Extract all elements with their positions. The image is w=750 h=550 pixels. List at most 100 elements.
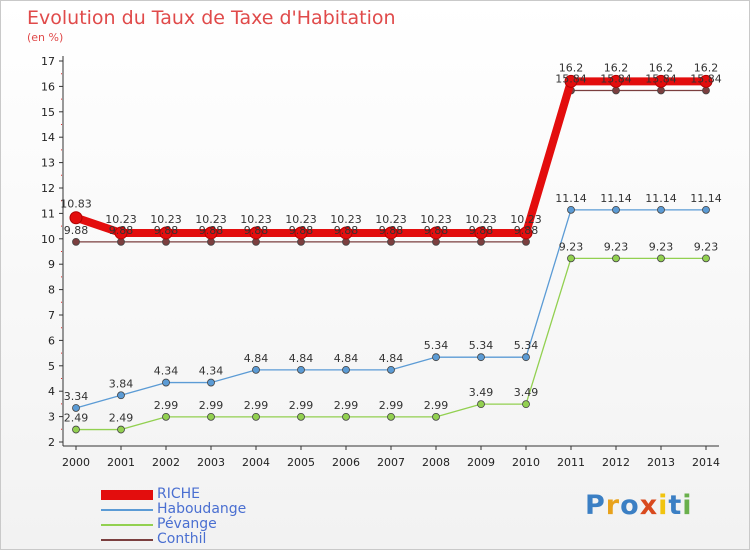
x-tick-label: 2007 xyxy=(377,456,405,469)
data-label: 4.84 xyxy=(334,352,359,365)
x-tick-label: 2006 xyxy=(332,456,360,469)
data-point xyxy=(567,205,575,214)
x-tick-label: 2011 xyxy=(557,456,585,469)
data-point xyxy=(612,254,620,263)
legend-label: Pévange xyxy=(157,516,217,532)
legend-label: Conthil xyxy=(157,531,207,547)
data-point xyxy=(297,412,305,421)
data-point xyxy=(702,205,710,214)
data-point xyxy=(387,365,395,374)
data-point xyxy=(117,391,125,400)
logo-letter: P xyxy=(585,490,606,521)
data-label: 9.88 xyxy=(379,224,404,237)
logo-letter: i xyxy=(682,490,693,521)
chart-subtitle: (en %) xyxy=(27,31,64,44)
data-label: 4.34 xyxy=(154,365,179,378)
data-point xyxy=(339,226,353,240)
x-tick-label: 2005 xyxy=(287,456,315,469)
data-label: 11.14 xyxy=(600,192,632,205)
data-point xyxy=(207,378,215,387)
data-label: 9.88 xyxy=(514,224,539,237)
y-tick-label: 4 xyxy=(48,385,55,398)
x-tick-label: 2004 xyxy=(242,456,270,469)
logo-letter: x xyxy=(639,490,659,521)
logo-letter: r xyxy=(605,490,621,521)
data-point xyxy=(342,365,350,374)
data-label: 9.88 xyxy=(199,224,224,237)
legend-swatch xyxy=(101,539,153,541)
legend-swatch xyxy=(101,509,153,511)
data-point xyxy=(612,86,620,95)
data-label: 9.88 xyxy=(154,224,179,237)
data-label: 2.99 xyxy=(199,399,224,412)
x-tick-label: 2010 xyxy=(512,456,540,469)
data-label: 10.23 xyxy=(510,213,542,226)
y-tick-label: 14 xyxy=(41,131,55,144)
data-point xyxy=(477,353,485,362)
data-label: 15.84 xyxy=(690,72,722,85)
data-label: 10.23 xyxy=(375,213,407,226)
x-tick-label: 2001 xyxy=(107,456,135,469)
data-label: 9.23 xyxy=(649,240,674,253)
y-tick-label: 12 xyxy=(41,182,55,195)
data-point xyxy=(204,226,218,240)
data-label: 16.2 xyxy=(604,61,629,74)
data-point xyxy=(519,226,533,240)
data-label: 9.23 xyxy=(694,240,719,253)
y-tick-label: 17 xyxy=(41,55,55,68)
y-tick-label: 6 xyxy=(48,334,55,347)
data-point xyxy=(72,425,80,434)
data-label: 9.23 xyxy=(559,240,584,253)
data-label: 2.99 xyxy=(154,399,179,412)
data-point xyxy=(432,353,440,362)
y-tick-label: 13 xyxy=(41,157,55,170)
data-point xyxy=(207,412,215,421)
data-label: 9.88 xyxy=(334,224,359,237)
proxiti-logo: Proxiti xyxy=(585,490,693,521)
x-tick-label: 2000 xyxy=(62,456,90,469)
y-tick-label: 2 xyxy=(48,436,55,449)
x-tick-label: 2014 xyxy=(692,456,720,469)
data-point xyxy=(657,205,665,214)
data-point xyxy=(612,205,620,214)
data-point xyxy=(654,74,668,88)
legend-label: RICHE xyxy=(157,486,201,502)
data-label: 5.34 xyxy=(469,339,494,352)
y-tick-label: 9 xyxy=(48,258,55,271)
data-point xyxy=(252,412,260,421)
data-label: 3.34 xyxy=(64,390,89,403)
x-tick-label: 2003 xyxy=(197,456,225,469)
data-label: 9.88 xyxy=(424,224,449,237)
data-point xyxy=(522,400,530,409)
data-point xyxy=(522,353,530,362)
data-label: 2.99 xyxy=(289,399,314,412)
x-tick-label: 2008 xyxy=(422,456,450,469)
data-label: 11.14 xyxy=(645,192,677,205)
data-label: 16.2 xyxy=(649,61,674,74)
data-label: 10.23 xyxy=(330,213,362,226)
data-label: 15.84 xyxy=(645,72,677,85)
data-point xyxy=(702,254,710,263)
data-label: 10.83 xyxy=(60,198,92,211)
x-tick-label: 2013 xyxy=(647,456,675,469)
data-point xyxy=(162,378,170,387)
data-point xyxy=(567,254,575,263)
data-label: 2.99 xyxy=(244,399,269,412)
legend-label: Haboudange xyxy=(157,501,247,517)
y-tick-label: 10 xyxy=(41,233,55,246)
logo-letter: t xyxy=(668,490,683,521)
legend-swatch xyxy=(101,524,153,526)
data-point xyxy=(699,74,713,88)
data-label: 10.23 xyxy=(240,213,272,226)
logo-letter: i xyxy=(658,490,669,521)
data-point xyxy=(564,74,578,88)
y-tick-label: 3 xyxy=(48,411,55,424)
data-point xyxy=(429,226,443,240)
data-label: 16.2 xyxy=(559,61,584,74)
data-label: 11.14 xyxy=(555,192,587,205)
data-label: 16.2 xyxy=(694,61,719,74)
data-point xyxy=(72,237,80,246)
chart-title: Evolution du Taux de Taxe d'Habitation xyxy=(27,7,396,29)
data-label: 10.23 xyxy=(150,213,182,226)
